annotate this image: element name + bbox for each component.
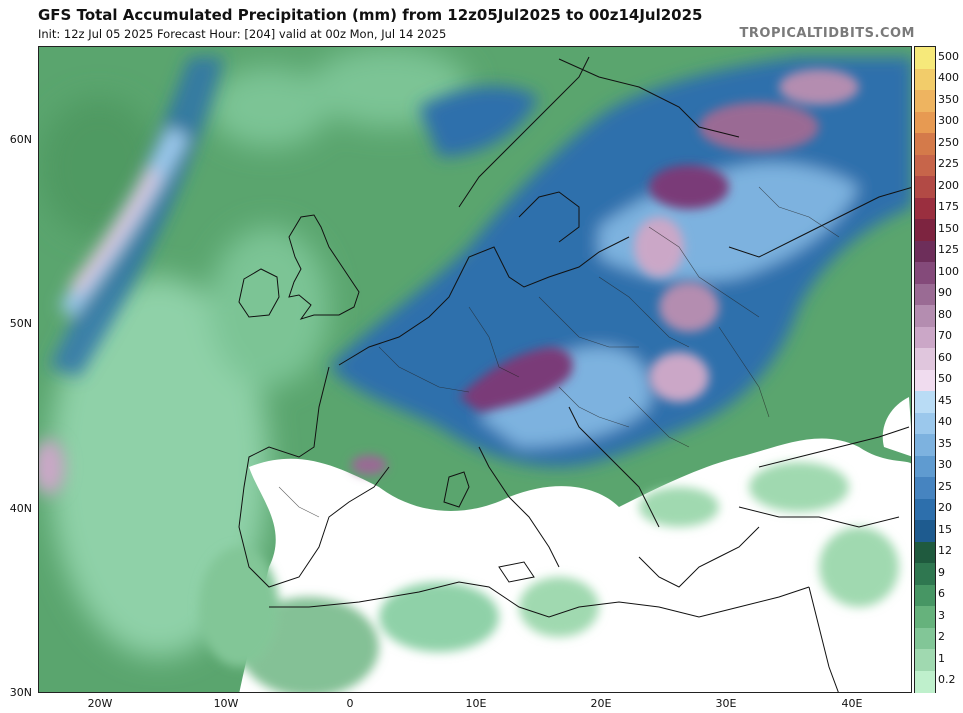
legend-label: 125 <box>938 243 959 257</box>
legend-label: 6 <box>938 587 945 601</box>
legend-label: 30 <box>938 458 952 472</box>
lon-label-30e: 30E <box>715 697 737 710</box>
legend-label: 250 <box>938 135 959 149</box>
legend-swatch <box>915 262 935 284</box>
legend-swatch <box>915 477 935 499</box>
legend-label: 500 <box>938 49 959 63</box>
atlantic-plume <box>39 57 224 495</box>
coastlines <box>238 56 911 692</box>
legend-label: 45 <box>938 393 952 407</box>
legend-swatch <box>915 412 935 435</box>
legend-swatch <box>915 584 935 607</box>
lon-label-10w: 10W <box>213 697 239 710</box>
legend-label: 20 <box>938 501 952 515</box>
legend-label: 80 <box>938 307 952 321</box>
legend-label: 25 <box>938 479 952 493</box>
lat-label-30n: 30N <box>9 686 32 699</box>
legend-label: 12 <box>938 544 952 558</box>
legend-swatch <box>915 649 935 671</box>
legend-label: 100 <box>938 264 959 278</box>
legend-label: 35 <box>938 436 952 450</box>
legend-swatch <box>915 369 935 392</box>
legend-swatch <box>915 240 935 263</box>
extreme-precip-zones <box>351 69 859 475</box>
precipitation-map <box>38 46 912 693</box>
lon-label-10e: 10E <box>465 697 487 710</box>
legend-swatch <box>915 563 935 585</box>
legend-swatch <box>915 670 935 693</box>
lon-label-40e: 40E <box>841 697 863 710</box>
legend-label: 0.2 <box>938 673 956 687</box>
legend-label: 3 <box>938 608 945 622</box>
legend-label: 40 <box>938 415 952 429</box>
legend-label: 150 <box>938 221 959 235</box>
init-subtitle: Init: 12z Jul 05 2025 Forecast Hour: [20… <box>38 27 447 41</box>
legend-label: 60 <box>938 350 952 364</box>
legend-label: 2 <box>938 630 945 644</box>
legend-swatch <box>915 219 935 241</box>
site-brand: TROPICALTIDBITS.COM <box>739 26 915 41</box>
legend-label: 200 <box>938 178 959 192</box>
legend-swatch <box>915 391 935 413</box>
legend-swatch <box>915 541 935 564</box>
legend-swatch <box>915 68 935 91</box>
legend-swatch <box>915 348 935 370</box>
legend-swatch <box>915 606 935 628</box>
legend-swatch <box>915 326 935 349</box>
legend-label: 15 <box>938 522 952 536</box>
lat-label-40n: 40N <box>9 502 32 515</box>
map-canvas <box>39 47 911 692</box>
legend-label: 90 <box>938 286 952 300</box>
legend-swatch <box>915 305 935 327</box>
legend-swatch <box>915 176 935 198</box>
legend-swatch <box>915 434 935 456</box>
legend-label: 300 <box>938 114 959 128</box>
legend-swatch <box>915 154 935 177</box>
legend-label: 400 <box>938 71 959 85</box>
legend-swatch <box>915 498 935 521</box>
chart-title: GFS Total Accumulated Precipitation (mm)… <box>38 6 703 24</box>
legend-labels: 500 400 350 300 250 225 200 175 150 125 100 90 80 70 6… <box>938 46 963 693</box>
lon-label-20w: 20W <box>87 697 113 710</box>
legend-swatch <box>915 47 935 69</box>
legend-swatch <box>915 197 935 220</box>
legend-swatch <box>915 133 935 155</box>
lon-label-20e: 20E <box>590 697 612 710</box>
country-borders <box>278 186 840 518</box>
lon-label-0: 0 <box>346 697 354 710</box>
color-legend <box>914 46 936 693</box>
lat-label-60n: 60N <box>9 133 32 146</box>
legend-swatch <box>915 520 935 542</box>
legend-swatch <box>915 627 935 650</box>
legend-label: 70 <box>938 329 952 343</box>
legend-label: 225 <box>938 157 959 171</box>
legend-label: 50 <box>938 372 952 386</box>
legend-swatch <box>915 111 935 134</box>
lat-label-50n: 50N <box>9 317 32 330</box>
legend-label: 350 <box>938 92 959 106</box>
legend-label: 175 <box>938 200 959 214</box>
legend-swatch <box>915 455 935 478</box>
legend-label: 1 <box>938 651 945 665</box>
legend-swatch <box>915 90 935 112</box>
legend-label: 9 <box>938 565 945 579</box>
legend-swatch <box>915 283 935 306</box>
